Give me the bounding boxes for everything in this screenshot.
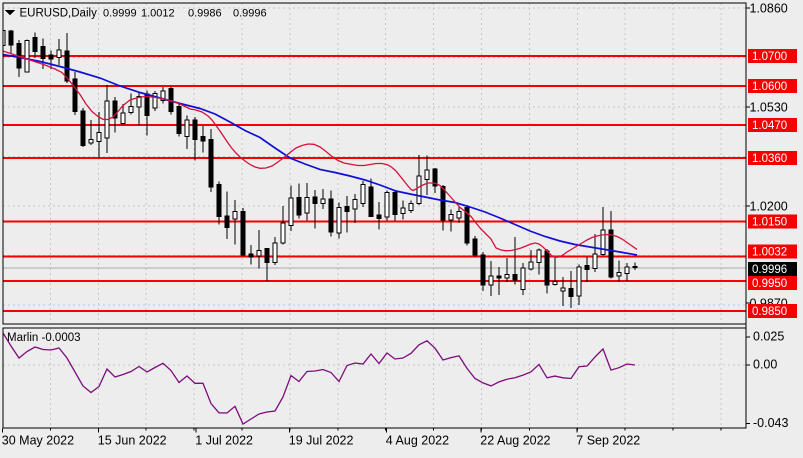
svg-text:1.0012: 1.0012 <box>141 8 175 20</box>
svg-text:0.025: 0.025 <box>753 330 784 344</box>
svg-text:1.0200: 1.0200 <box>750 199 788 213</box>
svg-text:22 Aug 2022: 22 Aug 2022 <box>480 434 550 448</box>
svg-text:15 Jun 2022: 15 Jun 2022 <box>98 434 167 448</box>
svg-text:1.0360: 1.0360 <box>752 153 787 165</box>
svg-text:1 Jul 2022: 1 Jul 2022 <box>195 434 253 448</box>
svg-text:30 May 2022: 30 May 2022 <box>2 434 74 448</box>
svg-text:0.00: 0.00 <box>753 358 777 372</box>
svg-text:0.9999: 0.9999 <box>103 8 137 20</box>
svg-text:1.0600: 1.0600 <box>752 81 787 93</box>
svg-text:EURUSD,Daily: EURUSD,Daily <box>20 8 98 20</box>
svg-text:7 Sep 2022: 7 Sep 2022 <box>576 434 640 448</box>
svg-text:4 Aug 2022: 4 Aug 2022 <box>386 434 449 448</box>
svg-text:1.0470: 1.0470 <box>752 120 787 132</box>
svg-text:0.9950: 0.9950 <box>752 278 787 290</box>
svg-text:0.9986: 0.9986 <box>188 8 222 20</box>
svg-text:19 Jul 2022: 19 Jul 2022 <box>289 434 354 448</box>
svg-text:1.0150: 1.0150 <box>752 217 787 229</box>
svg-text:0.9850: 0.9850 <box>752 306 787 318</box>
svg-text:1.0700: 1.0700 <box>752 51 787 63</box>
svg-text:-0.043: -0.043 <box>753 416 788 430</box>
svg-text:Marlin -0.0003: Marlin -0.0003 <box>7 332 81 344</box>
svg-text:1.0032: 1.0032 <box>752 247 787 259</box>
svg-text:1.0530: 1.0530 <box>750 100 788 114</box>
svg-text:1.0860: 1.0860 <box>750 1 788 15</box>
svg-text:0.9996: 0.9996 <box>233 8 267 20</box>
svg-text:0.9996: 0.9996 <box>752 264 787 276</box>
